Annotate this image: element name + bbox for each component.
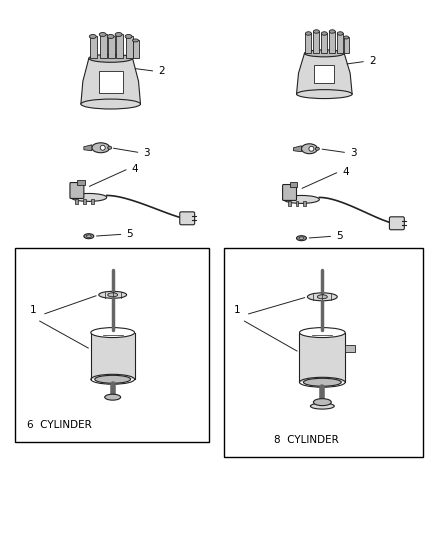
Bar (108, 36, 115, 58)
FancyBboxPatch shape (283, 184, 297, 200)
Ellipse shape (304, 50, 344, 57)
Polygon shape (293, 146, 301, 152)
Ellipse shape (299, 237, 304, 239)
Ellipse shape (283, 196, 319, 204)
Ellipse shape (125, 35, 132, 38)
Ellipse shape (337, 32, 343, 35)
Text: 5: 5 (127, 229, 133, 239)
Bar (100, 35, 107, 58)
Ellipse shape (304, 378, 341, 386)
Polygon shape (81, 58, 141, 104)
Ellipse shape (95, 375, 131, 383)
Bar (91, 199, 94, 204)
Text: 4: 4 (131, 164, 138, 174)
Text: 4: 4 (342, 167, 349, 176)
Ellipse shape (84, 233, 94, 239)
Bar (300, 333, 345, 382)
Ellipse shape (92, 143, 110, 153)
Ellipse shape (297, 236, 307, 241)
Bar (224, 248, 423, 457)
Bar (296, 201, 298, 206)
Text: 3: 3 (144, 148, 150, 158)
Text: 3: 3 (350, 148, 357, 158)
Ellipse shape (115, 33, 122, 36)
Ellipse shape (314, 399, 331, 406)
Ellipse shape (315, 147, 319, 150)
FancyBboxPatch shape (70, 182, 84, 198)
Ellipse shape (86, 235, 91, 237)
Ellipse shape (108, 293, 118, 297)
Ellipse shape (71, 193, 107, 201)
Bar (99, 71, 123, 93)
Bar (337, 34, 343, 53)
Text: 8  CYLINDER: 8 CYLINDER (274, 435, 339, 445)
Bar (133, 41, 138, 58)
Ellipse shape (307, 293, 337, 301)
Ellipse shape (344, 36, 349, 39)
Ellipse shape (81, 99, 141, 109)
Text: 1: 1 (30, 305, 37, 314)
Ellipse shape (297, 90, 352, 99)
Ellipse shape (305, 32, 311, 35)
Bar (116, 35, 123, 58)
Ellipse shape (99, 292, 127, 298)
Ellipse shape (91, 328, 134, 337)
FancyBboxPatch shape (389, 217, 404, 230)
Text: 1: 1 (234, 305, 240, 314)
Ellipse shape (100, 146, 105, 150)
Ellipse shape (300, 328, 345, 337)
Polygon shape (297, 53, 352, 94)
Bar (344, 37, 349, 53)
Ellipse shape (309, 146, 314, 151)
Ellipse shape (133, 39, 138, 42)
Text: 2: 2 (159, 66, 165, 76)
Text: 5: 5 (336, 231, 343, 241)
Ellipse shape (314, 30, 319, 33)
Ellipse shape (107, 35, 114, 38)
Ellipse shape (89, 54, 133, 62)
Ellipse shape (318, 295, 327, 299)
Bar (345, 344, 355, 352)
Ellipse shape (311, 403, 334, 409)
Ellipse shape (301, 144, 318, 154)
Bar (329, 31, 335, 53)
Ellipse shape (105, 394, 120, 400)
Bar (75, 199, 78, 204)
Bar (126, 36, 133, 58)
Bar (314, 31, 319, 53)
Ellipse shape (329, 30, 335, 33)
Polygon shape (84, 145, 92, 151)
Bar (290, 182, 297, 187)
Bar (77, 180, 85, 184)
Text: 2: 2 (369, 56, 376, 66)
Ellipse shape (99, 33, 106, 36)
Ellipse shape (321, 32, 327, 35)
Bar (90, 36, 97, 58)
Bar (314, 65, 334, 83)
Bar (304, 201, 307, 206)
FancyBboxPatch shape (180, 212, 194, 225)
Bar (288, 201, 290, 206)
Bar (91, 333, 134, 379)
Ellipse shape (89, 35, 96, 38)
Bar (321, 34, 327, 53)
Bar (15, 248, 209, 442)
Bar (305, 34, 311, 53)
Ellipse shape (108, 146, 112, 149)
Text: 6  CYLINDER: 6 CYLINDER (27, 420, 92, 430)
Bar (83, 199, 86, 204)
